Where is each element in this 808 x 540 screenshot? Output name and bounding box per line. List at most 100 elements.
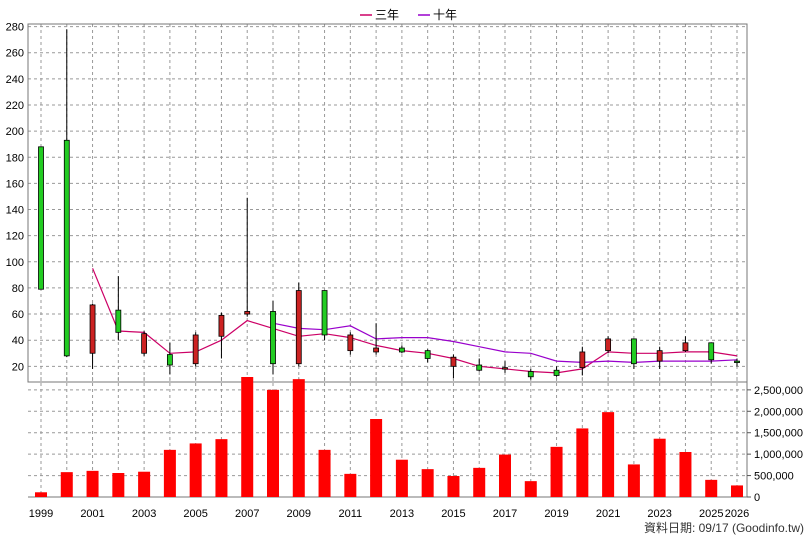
price-tick-label: 120 bbox=[6, 231, 24, 243]
volume-bar-2021 bbox=[602, 412, 615, 497]
price-tick-label: 80 bbox=[12, 283, 24, 295]
candle-1999 bbox=[38, 146, 44, 290]
candle-2018 bbox=[527, 368, 534, 380]
volume-bar-2017 bbox=[499, 454, 511, 497]
price-tick-label: 180 bbox=[6, 152, 24, 164]
volume-bar-2014 bbox=[421, 469, 434, 497]
x-tick-label: 2021 bbox=[596, 508, 620, 520]
x-tick-label: 2001 bbox=[80, 508, 104, 520]
candle-body bbox=[682, 342, 689, 352]
x-tick-label: 2009 bbox=[287, 508, 311, 520]
x-tick-label: 1999 bbox=[29, 508, 53, 520]
candle-body bbox=[166, 354, 173, 366]
volume-bar-2001 bbox=[86, 470, 99, 497]
candle-body bbox=[63, 139, 70, 357]
candle-body bbox=[89, 304, 96, 354]
price-tick-label: 60 bbox=[12, 309, 24, 321]
volume-bar-2016 bbox=[473, 467, 486, 497]
volume-bar-2008 bbox=[267, 389, 279, 497]
volume-bar-2010 bbox=[318, 449, 331, 497]
candle-body bbox=[295, 290, 302, 365]
candle-2005 bbox=[192, 332, 199, 367]
candle-2010 bbox=[321, 290, 328, 341]
candlesticks bbox=[38, 29, 740, 380]
candle-2000 bbox=[63, 29, 70, 358]
candle-2016 bbox=[476, 358, 483, 372]
moving-average-lines bbox=[92, 268, 738, 374]
volume-bar-2009 bbox=[292, 379, 305, 497]
volume-tick-label: 500,000 bbox=[754, 471, 794, 483]
candle-body bbox=[424, 350, 431, 359]
volume-bar-2005 bbox=[189, 443, 202, 497]
candle-body bbox=[656, 350, 663, 362]
price-tick-label: 220 bbox=[6, 100, 24, 112]
candle-body bbox=[244, 311, 251, 315]
source-footer: 資料日期: 09/17 (Goodinfo.tw) bbox=[644, 521, 804, 535]
candle-body bbox=[373, 347, 380, 353]
candle-2012 bbox=[373, 323, 380, 355]
candle-2020 bbox=[579, 346, 586, 376]
x-tick-label: 2017 bbox=[493, 508, 517, 520]
x-tick-label: 2026 bbox=[725, 508, 749, 520]
volume-bar-2000 bbox=[60, 472, 73, 497]
candle-body bbox=[115, 309, 122, 333]
price-tick-label: 240 bbox=[6, 74, 24, 86]
candle-2017 bbox=[502, 361, 508, 373]
legend: 三年 十年 bbox=[360, 8, 457, 22]
candle-2014 bbox=[424, 349, 431, 363]
candle-body bbox=[527, 371, 534, 378]
candle-body bbox=[476, 364, 483, 371]
volume-bar-2013 bbox=[395, 459, 408, 497]
x-tick-label: 2025 bbox=[699, 508, 723, 520]
candle-2013 bbox=[398, 345, 405, 354]
x-tick-label: 2005 bbox=[183, 508, 207, 520]
price-tick-label: 200 bbox=[6, 126, 24, 138]
candle-body bbox=[38, 146, 44, 290]
candle-body bbox=[192, 334, 199, 365]
candle-2011 bbox=[347, 332, 354, 355]
price-tick-label: 40 bbox=[12, 335, 24, 347]
volume-bar-2011 bbox=[344, 473, 357, 497]
volume-bar-2007 bbox=[241, 377, 254, 497]
candle-2003 bbox=[141, 331, 148, 356]
candle-2019 bbox=[553, 366, 560, 377]
volume-bars bbox=[35, 377, 743, 497]
candle-body bbox=[141, 333, 148, 354]
price-tick-label: 140 bbox=[6, 205, 24, 217]
legend-item-三年: 三年 bbox=[360, 8, 399, 22]
volume-tick-label: 1,000,000 bbox=[754, 449, 803, 461]
legend-item-十年: 十年 bbox=[418, 8, 457, 22]
price-grid bbox=[27, 23, 748, 383]
price-tick-label: 160 bbox=[6, 178, 24, 190]
volume-bar-2012 bbox=[370, 419, 383, 497]
candle-body bbox=[605, 338, 612, 352]
legend-label: 十年 bbox=[433, 8, 457, 22]
price-axis: 20 40 60 80 100 120 140 160 180 200 220 240 260 280 bbox=[6, 22, 24, 374]
candle-2021 bbox=[605, 336, 612, 354]
x-tick-label: 2011 bbox=[339, 508, 363, 520]
volume-bar-2019 bbox=[550, 446, 563, 497]
x-tick-label: 2019 bbox=[544, 508, 568, 520]
price-tick-label: 260 bbox=[6, 48, 24, 60]
volume-tick-label: 2,500,000 bbox=[754, 385, 803, 397]
price-tick-label: 280 bbox=[6, 22, 24, 34]
candle-2009 bbox=[295, 282, 302, 367]
volume-bar-1999 bbox=[35, 492, 47, 497]
candle-2025 bbox=[708, 342, 715, 364]
candle-body bbox=[708, 342, 715, 361]
volume-bar-2003 bbox=[138, 471, 151, 497]
candle-body bbox=[218, 314, 225, 337]
ma-line-三年 bbox=[92, 268, 738, 374]
x-tick-label: 2023 bbox=[647, 508, 671, 520]
volume-bar-2020 bbox=[576, 428, 589, 497]
candle-body bbox=[398, 347, 405, 353]
volume-bar-2006 bbox=[215, 439, 228, 497]
volume-axis: 0 500,000 1,000,000 1,500,000 2,000,000 2,500… bbox=[747, 385, 803, 504]
candle-body bbox=[553, 369, 560, 376]
candle-2022 bbox=[630, 338, 637, 369]
volume-bar-2002 bbox=[112, 473, 125, 497]
candle-2026 bbox=[734, 358, 740, 367]
candle-body bbox=[734, 360, 740, 363]
candle-body bbox=[450, 356, 457, 367]
candle-2008 bbox=[270, 300, 276, 375]
